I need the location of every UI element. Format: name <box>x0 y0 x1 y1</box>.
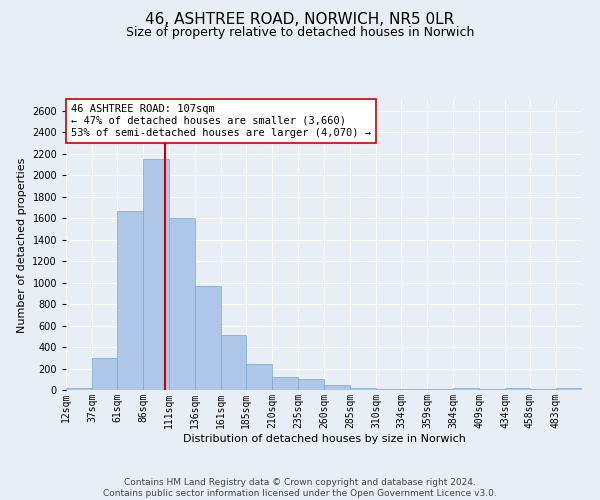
Bar <box>350 388 376 390</box>
Y-axis label: Number of detached properties: Number of detached properties <box>17 158 26 332</box>
Bar <box>556 388 582 390</box>
Bar <box>221 335 246 390</box>
Bar <box>453 388 479 390</box>
Bar <box>195 286 221 390</box>
Bar <box>117 210 143 390</box>
Text: 46, ASHTREE ROAD, NORWICH, NR5 0LR: 46, ASHTREE ROAD, NORWICH, NR5 0LR <box>145 12 455 28</box>
Text: Size of property relative to detached houses in Norwich: Size of property relative to detached ho… <box>126 26 474 39</box>
Bar <box>169 218 195 390</box>
Text: 46 ASHTREE ROAD: 107sqm
← 47% of detached houses are smaller (3,660)
53% of semi: 46 ASHTREE ROAD: 107sqm ← 47% of detache… <box>71 104 371 138</box>
Bar <box>66 388 92 390</box>
Bar <box>143 159 169 390</box>
Bar <box>246 364 272 390</box>
Bar <box>298 380 324 390</box>
Bar <box>505 388 530 390</box>
Bar <box>272 377 298 390</box>
Bar <box>92 358 117 390</box>
Text: Contains HM Land Registry data © Crown copyright and database right 2024.
Contai: Contains HM Land Registry data © Crown c… <box>103 478 497 498</box>
X-axis label: Distribution of detached houses by size in Norwich: Distribution of detached houses by size … <box>182 434 466 444</box>
Bar <box>324 385 350 390</box>
